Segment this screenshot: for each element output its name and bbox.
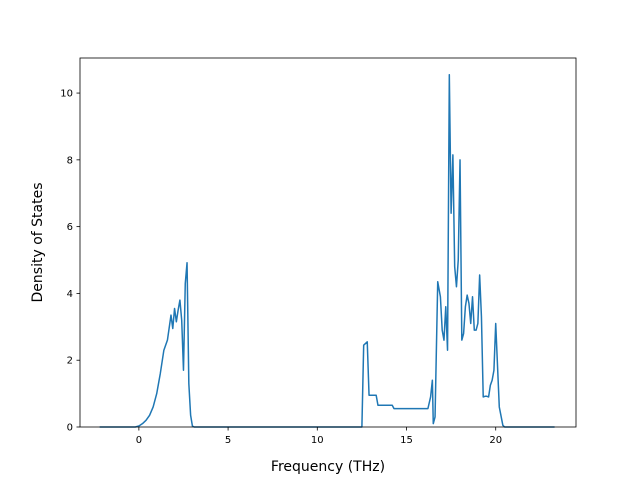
- plot-area: [99, 73, 555, 428]
- x-axis-label: Frequency (THz): [271, 459, 385, 475]
- x-tick-label: 20: [489, 435, 502, 446]
- dos-series-line: [99, 73, 555, 428]
- y-tick-label: 10: [60, 89, 73, 100]
- x-tick-label: 5: [225, 435, 231, 446]
- x-tick-label: 10: [311, 435, 324, 446]
- y-axis-ticks: 0 2 4 6 8 10: [60, 89, 80, 434]
- y-axis-label: Density of States: [30, 183, 46, 303]
- y-tick-label: 4: [67, 289, 73, 300]
- y-tick-label: 6: [67, 222, 73, 233]
- y-tick-label: 0: [67, 423, 73, 434]
- axes-frame: [79, 57, 577, 428]
- y-tick-label: 8: [67, 155, 73, 166]
- x-axis-ticks: 0 5 10 15 20: [136, 427, 502, 446]
- y-tick-label: 2: [67, 356, 73, 367]
- x-tick-label: 15: [400, 435, 413, 446]
- x-tick-label: 0: [136, 435, 142, 446]
